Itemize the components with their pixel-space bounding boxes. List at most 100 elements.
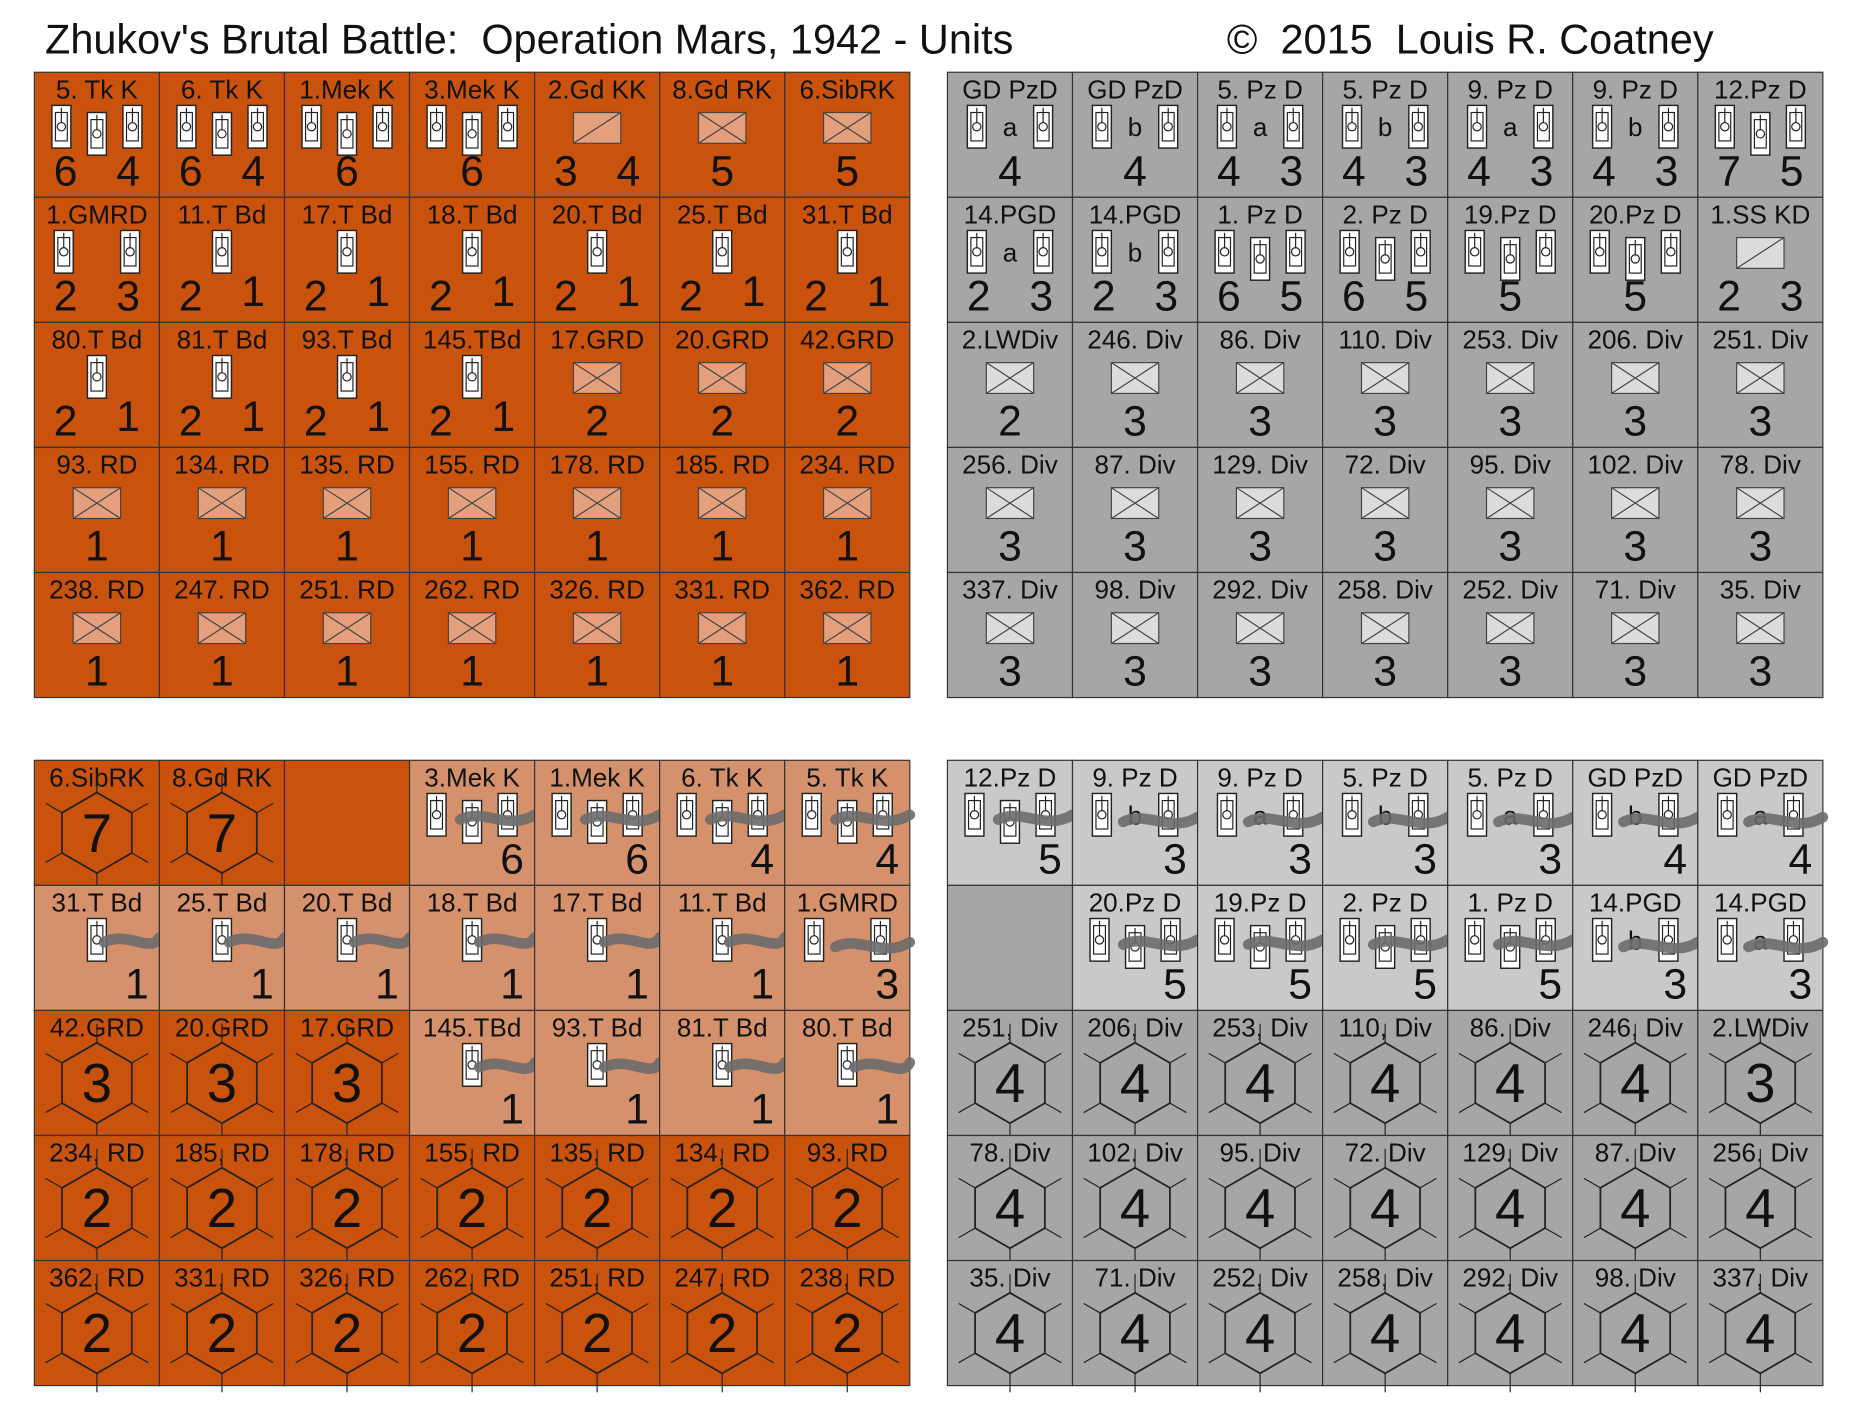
hex-spoke <box>1794 1352 1812 1364</box>
tank-turret <box>972 247 982 257</box>
counter-value: 4 <box>1120 1178 1150 1239</box>
counter-label: 1.GMRD <box>797 887 898 917</box>
unit-symbol-line <box>1111 487 1160 519</box>
counter: 129. Div 3 <box>1196 446 1324 574</box>
tank-turret <box>217 247 227 257</box>
tank-turret <box>59 247 69 257</box>
counter: 252. Div 3 <box>1447 571 1574 699</box>
smoke-trail <box>1242 934 1328 952</box>
tank-turret <box>1038 247 1048 257</box>
counter-value: 5 <box>1623 273 1647 321</box>
counter-label: 20.GRD <box>675 324 769 354</box>
counter-label: 6. Tk K <box>681 762 764 792</box>
hex-spoke <box>1583 1352 1601 1364</box>
smoke-trail <box>1117 934 1203 952</box>
hex-symbol <box>1099 1291 1171 1375</box>
counter-label: 25.T Bd <box>177 887 268 917</box>
tank-turret <box>1347 121 1357 132</box>
copyright: © 2015 Louis R. Coatney <box>1227 15 1714 62</box>
hex-spoke <box>1208 1352 1226 1364</box>
counter-label: GD PzD <box>1588 762 1684 792</box>
unit-symbol-line <box>1236 612 1285 645</box>
counter-value: 3 <box>82 1053 112 1114</box>
counter-label: 1.Mek K <box>549 762 645 792</box>
hex-spoke <box>131 1227 149 1239</box>
unit-symbol-line <box>698 362 747 394</box>
hex-spoke <box>1044 1352 1062 1364</box>
unit-symbol-line <box>197 487 246 519</box>
counter-value: 1 <box>375 961 399 1009</box>
counter-value: 4 <box>995 1178 1025 1239</box>
hex-spoke <box>1044 1052 1062 1064</box>
counter-value: 3 <box>1623 398 1647 446</box>
hex-symbol <box>1724 1166 1797 1250</box>
hex-symbol <box>311 1291 383 1375</box>
counter-value: 4 <box>1620 1303 1650 1364</box>
hex-spoke <box>795 1227 813 1239</box>
counter-label: 362. RD <box>799 575 895 605</box>
counter: 155. RD 1 <box>408 446 536 574</box>
counter-value: 2 <box>832 1303 862 1364</box>
hex-spoke <box>295 1052 313 1064</box>
counter-value: 1 <box>210 523 234 571</box>
counter-value: 1 <box>125 961 149 1009</box>
unit-symbol-line <box>1236 362 1285 394</box>
hex-spoke <box>1583 1177 1601 1189</box>
counter: 9. Pz Db3 <box>1071 759 1203 886</box>
counter-value: 3 <box>875 961 899 1009</box>
counter: 11.T Bd 1 <box>659 884 791 1012</box>
tank-turret <box>1755 129 1766 139</box>
counter-value: 3 <box>1623 648 1647 696</box>
counter: 20.GRD 2 <box>659 321 786 449</box>
smoke-trail <box>473 1057 540 1074</box>
tank-turret <box>431 810 442 820</box>
counter-value: 3 <box>207 1053 237 1114</box>
hex-spoke <box>131 1052 149 1064</box>
hex-spoke <box>1333 1302 1351 1314</box>
counter: 5. Tk K 4 <box>784 759 916 886</box>
tank-turret <box>56 121 67 132</box>
smoke-trail <box>830 936 916 954</box>
counter-label: 14.PGD <box>964 199 1057 229</box>
tank-turret <box>467 247 477 257</box>
counter-value: 1 <box>335 648 359 696</box>
tank-turret <box>92 129 102 139</box>
hex-spoke <box>506 1302 524 1314</box>
counter: 95. Div 3 <box>1447 446 1574 574</box>
hex-spoke <box>795 1177 813 1189</box>
tank-turret <box>717 247 727 257</box>
counter: 25.T Bd 2 1 <box>659 196 786 323</box>
smoke-trail <box>1618 936 1704 954</box>
hex-spoke <box>1208 1177 1226 1189</box>
counter-value: 1 <box>366 268 390 316</box>
counter: 102. Div 3 <box>1572 446 1699 574</box>
counter: 6. Tk K 4 <box>659 759 791 886</box>
counter: 93. RD2 <box>784 1134 911 1268</box>
hex-spoke <box>256 802 274 814</box>
hex-symbol <box>1349 1291 1421 1375</box>
unit-symbol-line <box>1361 362 1410 394</box>
hex-spoke <box>381 1102 399 1114</box>
hex-spoke <box>1169 1227 1187 1239</box>
tank-turret <box>1255 254 1265 264</box>
counter-value: 2 <box>429 398 453 446</box>
counter-label: 2. Pz D <box>1342 887 1427 917</box>
counter-value: 1 <box>85 648 109 696</box>
counter: 35. Div 3 <box>1697 571 1824 699</box>
tank-turret <box>92 372 102 382</box>
tank-turret <box>592 247 602 257</box>
counter: 8.Gd RK 5 <box>659 71 786 198</box>
counter: 5. Pz D b4 3 <box>1322 71 1449 198</box>
counter: 93.T Bd 2 1 <box>283 321 411 449</box>
hex-spoke <box>881 1352 899 1364</box>
smoke-trail <box>1367 811 1454 829</box>
counter: 3.Mek K 6 <box>408 71 536 198</box>
counter-label: 337. Div <box>962 575 1058 605</box>
tank-turret <box>1538 121 1549 132</box>
counter-value: 1 <box>491 268 515 316</box>
hex-symbol <box>1099 1166 1171 1250</box>
